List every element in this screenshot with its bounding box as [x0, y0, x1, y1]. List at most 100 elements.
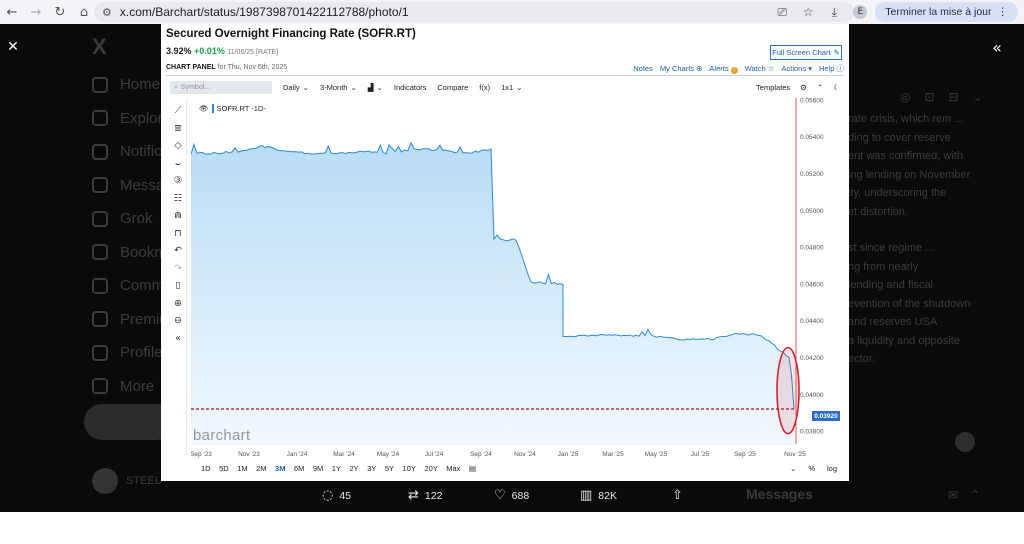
chart-title: Secured Overnight Financing Rate (SOFR.R…	[166, 28, 416, 40]
help-label: Help	[818, 64, 835, 73]
collapse-icon[interactable]: ⌃	[816, 83, 824, 92]
help-link[interactable]: Help ⓘ	[819, 63, 844, 74]
background-line: rate crisis, which rem ...	[848, 113, 964, 125]
shape-tool-icon[interactable]: ◇	[174, 140, 182, 152]
background-nav-item: More	[92, 370, 208, 404]
price-chart-svg[interactable]: 0.05600 0.05400 0.05200 0.05000 0.04800 0.046…	[191, 98, 849, 462]
measure-tool-icon[interactable]: ③	[173, 175, 183, 187]
home-icon[interactable]: ⌂	[79, 4, 89, 20]
panel-links: Notes My Charts ⊕ Alerts ! Watch ☆ Actio…	[633, 63, 844, 74]
percent-scale-button[interactable]: %	[808, 464, 815, 473]
my-charts-link[interactable]: My Charts ⊕	[660, 64, 703, 73]
x-tick-label: Nov '24	[514, 451, 536, 458]
zoom-in-icon[interactable]: ⊕	[174, 297, 182, 309]
panel-date: for Thu, Nov 6th, 2025	[217, 64, 288, 71]
timeframe-button[interactable]: 1M	[237, 464, 248, 473]
lock-icon[interactable]: ⊓	[174, 227, 182, 239]
layout-label: 1x1	[501, 83, 514, 92]
period-select[interactable]: Daily ⌄	[283, 83, 309, 92]
background-text: rate crisis, which rem ... ding to cover …	[848, 110, 988, 387]
compare-button[interactable]: Compare	[437, 83, 469, 92]
alerts-link[interactable]: Alerts !	[709, 64, 738, 74]
bookmark-star-icon[interactable]: ☆	[802, 5, 814, 19]
range-select[interactable]: 3-Month ⌄	[320, 83, 357, 92]
back-arrow-icon[interactable]: ←	[6, 4, 18, 20]
timeframe-button[interactable]: 20Y	[424, 464, 438, 473]
trendline-tool-icon[interactable]: ⟋	[174, 105, 182, 117]
background-line: st since regime ...	[848, 242, 935, 254]
double-chevron-icon[interactable]: «	[992, 37, 1002, 57]
timeframe-button[interactable]: 1D	[201, 464, 211, 473]
reply-button[interactable]: ◌ 45	[322, 488, 408, 503]
full-screen-chart-button[interactable]: Full Screen Chart ✎	[770, 45, 842, 60]
trash-icon[interactable]: ▯	[175, 280, 181, 292]
install-app-icon[interactable]: ⎚	[777, 4, 788, 19]
timeframe-button[interactable]: 5Y	[384, 464, 395, 473]
address-bar[interactable]: ⚙ x.com/Barchart/status/1987398701422112…	[94, 2, 854, 22]
actions-link[interactable]: Actions ▾	[781, 64, 812, 73]
background-line: a liquidity and opposite	[848, 334, 960, 347]
timeframe-button[interactable]: 3M	[275, 464, 286, 473]
timeframe-button[interactable]: 5D	[219, 464, 229, 473]
background-nav-item: Profile	[92, 336, 208, 370]
actions-label: Actions	[781, 64, 807, 73]
redo-icon[interactable]: ↷	[174, 262, 182, 274]
fibonacci-tool-icon[interactable]: ≣	[174, 122, 182, 134]
timeframe-button[interactable]: 2Y	[349, 464, 359, 473]
templates-button[interactable]: Templates	[756, 83, 791, 92]
compose-icon: ✉	[948, 488, 959, 502]
close-icon[interactable]: ✕	[7, 39, 19, 55]
settings-gear-icon[interactable]: ⚙	[800, 83, 807, 92]
site-info-icon[interactable]: ⚙	[102, 5, 112, 19]
download-icon[interactable]: ⤓	[831, 4, 837, 19]
timeframe-button[interactable]: 10Y	[402, 464, 416, 473]
nav-icon	[92, 378, 108, 395]
price-change: +0.01%	[194, 46, 225, 56]
share-button[interactable]: ⇧	[672, 488, 683, 503]
timeframe-button[interactable]: 1Y	[331, 464, 341, 473]
update-button[interactable]: Terminer la mise à jour ⋮	[875, 2, 1018, 22]
zoom-out-icon[interactable]: ⊖	[174, 315, 182, 327]
timeframe-button[interactable]: 9M	[312, 464, 324, 473]
symbol-placeholder: Symbol...	[180, 84, 211, 91]
indicators-button[interactable]: Indicators	[393, 83, 427, 92]
timeframe-button[interactable]: Max	[446, 464, 461, 473]
layout-select[interactable]: 1x1 ⌄	[501, 83, 522, 92]
theme-moon-icon[interactable]: ☾	[833, 83, 840, 92]
profile-button[interactable]: E	[849, 2, 871, 22]
scale-dropdown-icon[interactable]: ⌄	[790, 464, 797, 473]
collapse-tools-icon[interactable]: «	[175, 332, 181, 344]
timeframe-button[interactable]: 6M	[293, 464, 305, 473]
fx-button[interactable]: f(x)	[479, 83, 491, 92]
symbol-search-input[interactable]: ⌕ Symbol...	[170, 81, 272, 94]
browser-toolbar: ← → ↻ ⌂ ⚙ x.com/Barchart/status/19873987…	[0, 0, 1024, 24]
notes-link[interactable]: Notes	[633, 64, 653, 73]
pattern-tool-icon[interactable]: ⌣	[174, 157, 182, 169]
background-post-button	[84, 404, 174, 440]
log-scale-button[interactable]: log	[826, 464, 837, 473]
background-icons: ◎ ⊡ ⊟ ⌄	[900, 90, 983, 104]
eye-icon[interactable]: 👁	[199, 104, 209, 113]
repost-icon: ⇄	[408, 488, 419, 503]
profile-avatar: E	[853, 5, 868, 19]
like-button[interactable]: ♡ 688	[494, 488, 580, 503]
calendar-icon[interactable]: ▤	[468, 464, 477, 473]
x-tick-label: Sep '25	[734, 451, 756, 458]
background-line: ity, underscoring the	[848, 187, 947, 199]
timeframe-button[interactable]: 3Y	[367, 464, 377, 473]
nav-icon	[92, 76, 108, 93]
timeframe-button[interactable]: 2M	[256, 464, 267, 473]
reload-icon[interactable]: ↻	[54, 4, 66, 20]
background-line: ector.	[848, 353, 875, 365]
magnet-icon[interactable]: ⋒	[174, 210, 182, 222]
undo-icon[interactable]: ↶	[174, 245, 182, 257]
views-button[interactable]: ▥ 82K	[580, 488, 672, 503]
repost-button[interactable]: ⇄ 122	[408, 488, 494, 503]
period-label: Daily	[283, 83, 300, 92]
watch-link[interactable]: Watch ☆	[745, 64, 775, 73]
chart-type-select[interactable]: ▟ ⌄	[368, 83, 383, 92]
forward-arrow-icon[interactable]: →	[30, 4, 42, 20]
annotation-tool-icon[interactable]: ☷	[173, 192, 183, 204]
series-label: SOFR.RT -1D-	[216, 104, 266, 113]
x-tick-label: May '25	[645, 451, 668, 458]
